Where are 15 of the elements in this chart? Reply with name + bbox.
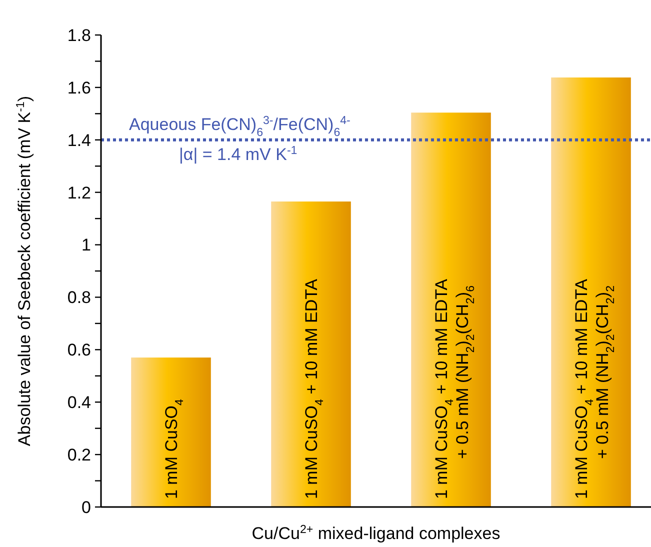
x-axis-title: Cu/Cu$^{2+}$ mixed-ligand complexes <box>252 524 500 543</box>
bar <box>551 77 631 507</box>
bar <box>411 112 491 507</box>
bar <box>131 358 211 507</box>
y-tick-label: 1.2 <box>67 183 91 202</box>
y-tick-label: 0 <box>82 498 91 517</box>
y-tick-label: 1.6 <box>67 78 91 98</box>
y-tick-label: 1 <box>82 236 91 255</box>
y-tick-label: 0.6 <box>67 340 91 360</box>
y-tick-label: 1.8 <box>67 26 91 45</box>
y-tick-label: 0.4 <box>67 393 91 412</box>
y-tick-label: 1.4 <box>67 130 91 150</box>
y-tick-label: 0.8 <box>67 288 91 308</box>
bar <box>271 202 351 507</box>
y-tick-label: 0.2 <box>67 446 91 465</box>
